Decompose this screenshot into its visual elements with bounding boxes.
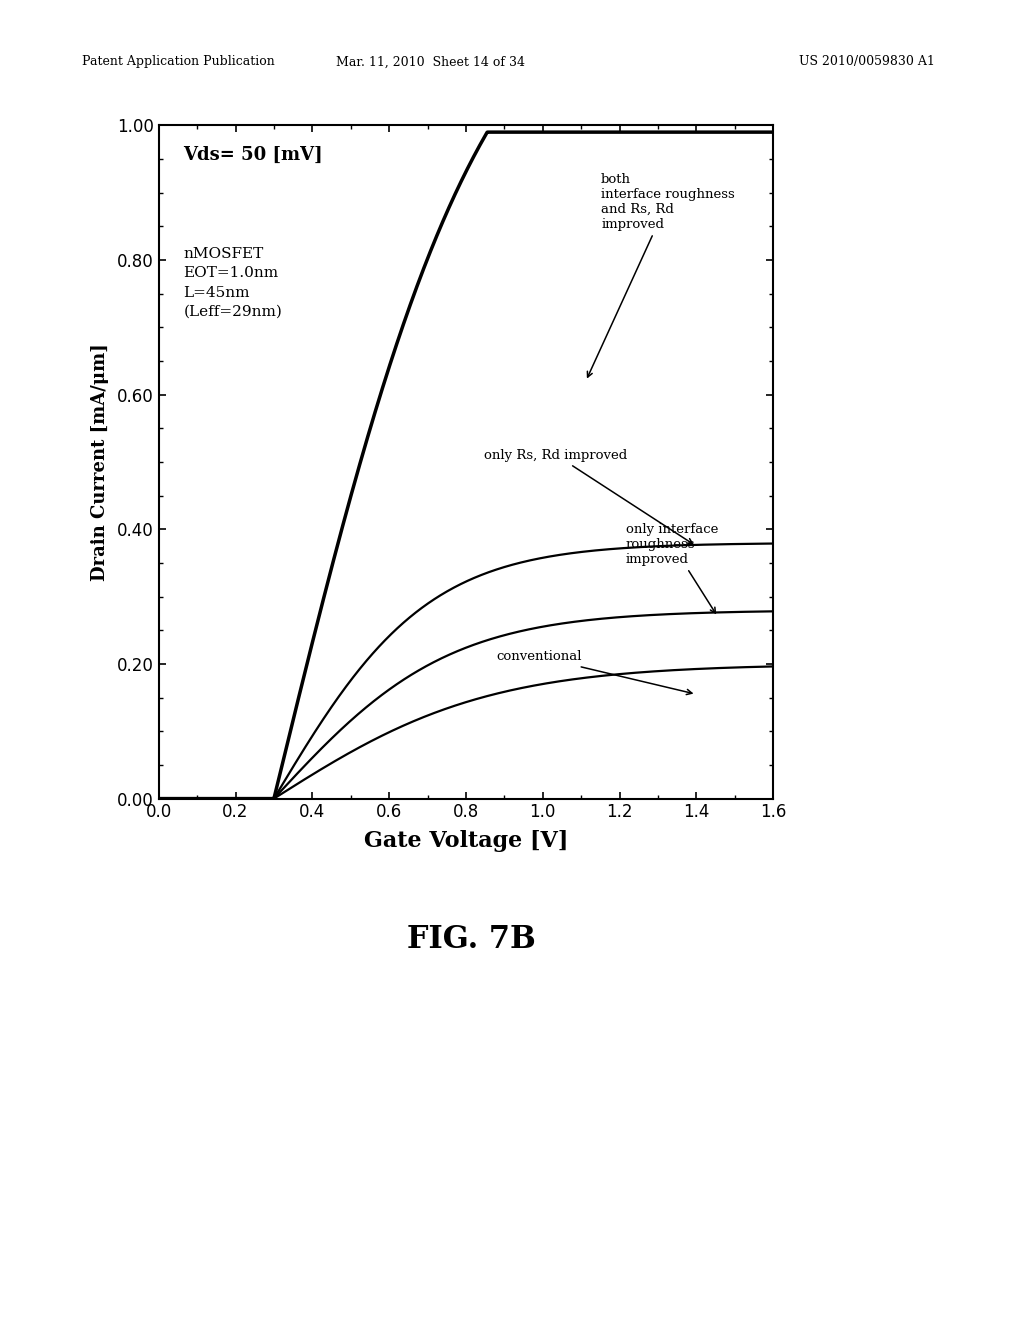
Text: both
interface roughness
and Rs, Rd
improved: both interface roughness and Rs, Rd impr…: [588, 173, 735, 378]
Text: nMOSFET
EOT=1.0nm
L=45nm
(Leff=29nm): nMOSFET EOT=1.0nm L=45nm (Leff=29nm): [183, 247, 283, 319]
Text: only Rs, Rd improved: only Rs, Rd improved: [484, 449, 692, 544]
Text: only interface
roughness
improved: only interface roughness improved: [626, 523, 718, 612]
Text: FIG. 7B: FIG. 7B: [407, 924, 536, 954]
X-axis label: Gate Voltage [V]: Gate Voltage [V]: [364, 830, 568, 851]
Text: conventional: conventional: [497, 651, 692, 694]
Text: Mar. 11, 2010  Sheet 14 of 34: Mar. 11, 2010 Sheet 14 of 34: [336, 55, 524, 69]
Y-axis label: Drain Current [mA/μm]: Drain Current [mA/μm]: [91, 343, 109, 581]
Text: Vds= 50 [mV]: Vds= 50 [mV]: [183, 145, 323, 164]
Text: US 2010/0059830 A1: US 2010/0059830 A1: [799, 55, 935, 69]
Text: Patent Application Publication: Patent Application Publication: [82, 55, 274, 69]
